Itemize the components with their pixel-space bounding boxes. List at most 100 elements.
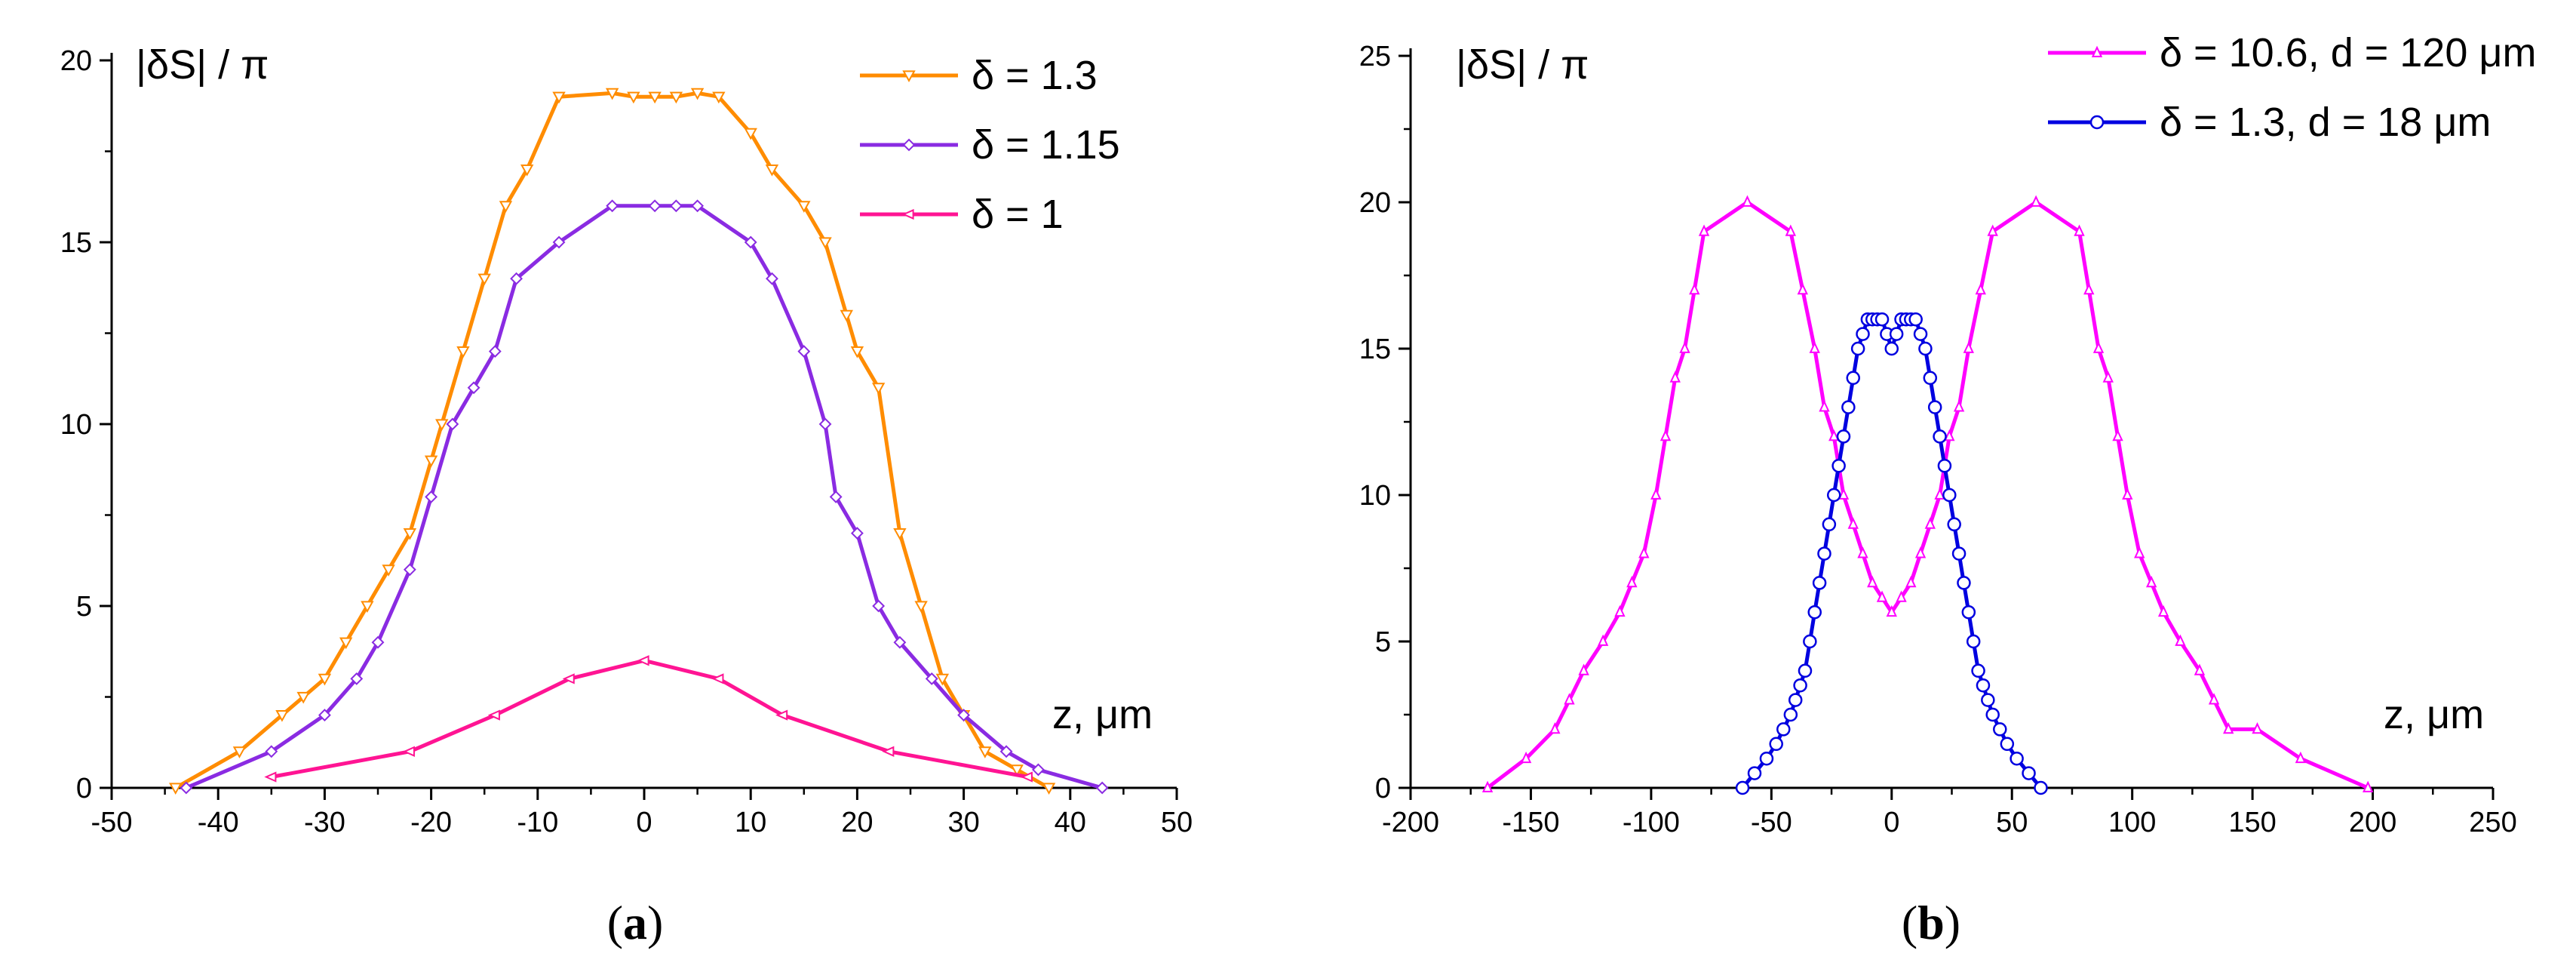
x-tick-label: -10 xyxy=(517,807,558,838)
y-tick-label: 0 xyxy=(76,773,92,804)
series-2 xyxy=(1735,312,2048,795)
data-point xyxy=(2194,663,2206,675)
data-point xyxy=(403,563,416,577)
data-point xyxy=(446,417,459,431)
legend-label: δ = 1.3, d = 18 μm xyxy=(2160,100,2491,145)
data-point xyxy=(275,710,289,722)
data-point xyxy=(339,637,353,650)
panel-caption: (b) xyxy=(1902,896,1960,949)
data-point xyxy=(1867,576,1878,588)
data-point xyxy=(1807,604,1822,620)
data-point xyxy=(2092,341,2105,353)
data-point xyxy=(1669,371,1681,383)
series-2 xyxy=(180,199,1109,795)
caption-paren-close: ) xyxy=(647,896,663,949)
data-point xyxy=(1975,283,1986,295)
data-point xyxy=(456,346,470,358)
data-point xyxy=(2000,737,2015,752)
legend-marker xyxy=(2089,115,2105,130)
x-tick-label: -100 xyxy=(1623,807,1680,838)
legend-entry: δ = 1.3, d = 18 μm xyxy=(2048,100,2491,145)
data-point xyxy=(1817,546,1831,561)
data-point xyxy=(1812,576,1827,590)
data-point xyxy=(1976,678,1991,693)
data-point xyxy=(691,199,705,213)
data-point xyxy=(893,528,907,540)
data-point xyxy=(1679,341,1690,353)
data-point xyxy=(1698,224,1710,236)
data-point xyxy=(562,673,575,684)
data-point xyxy=(1836,429,1851,444)
data-point xyxy=(775,709,788,721)
data-point xyxy=(361,601,374,614)
data-point xyxy=(1788,693,1803,707)
data-point xyxy=(850,346,864,358)
caption-paren-open: ( xyxy=(1902,896,1917,949)
series-3 xyxy=(264,655,1033,783)
x-tick-label: -150 xyxy=(1502,807,1559,838)
data-point xyxy=(1819,400,1830,412)
legend-marker xyxy=(2091,45,2103,57)
x-tick-label: -50 xyxy=(91,807,133,838)
data-point xyxy=(1032,763,1045,777)
data-point xyxy=(1735,780,1750,795)
data-point xyxy=(1597,634,1609,646)
data-point xyxy=(1905,576,1917,588)
data-point xyxy=(1846,371,1861,386)
y-tick-label: 20 xyxy=(60,45,92,77)
data-point xyxy=(1913,327,1928,341)
data-point xyxy=(1838,488,1850,500)
data-point xyxy=(797,201,811,213)
data-point xyxy=(467,381,481,395)
data-point xyxy=(1933,429,1947,444)
data-point xyxy=(382,564,395,577)
y-tick-label: 10 xyxy=(60,409,92,441)
data-point xyxy=(669,199,683,213)
caption-letter: b xyxy=(1917,896,1945,949)
x-tick-label: 150 xyxy=(2228,807,2276,838)
data-point xyxy=(1831,458,1846,473)
legend-label: δ = 10.6, d = 120 μm xyxy=(2160,30,2536,75)
data-point xyxy=(264,771,277,783)
legend-label: δ = 1.15 xyxy=(972,122,1120,168)
data-point xyxy=(2252,722,2263,734)
y-tick-label: 0 xyxy=(1375,773,1391,804)
data-point xyxy=(871,383,886,395)
legend-marker xyxy=(901,208,914,220)
data-point xyxy=(829,490,843,503)
data-point xyxy=(1020,771,1033,783)
data-point xyxy=(1953,400,1965,412)
data-point xyxy=(1850,341,1865,356)
data-point xyxy=(1923,371,1938,386)
data-point xyxy=(1578,663,1589,675)
data-point xyxy=(1951,546,1967,561)
data-point xyxy=(402,746,415,757)
data-point xyxy=(1857,546,1868,558)
data-point xyxy=(2175,634,2186,646)
x-tick-label: -40 xyxy=(198,807,239,838)
data-point xyxy=(1993,722,2007,737)
data-point xyxy=(265,745,278,758)
data-point xyxy=(1650,488,1662,500)
data-point xyxy=(1095,781,1109,795)
x-tick-label: 20 xyxy=(841,807,873,838)
data-point xyxy=(1826,488,1841,503)
data-point xyxy=(2112,429,2123,441)
data-point xyxy=(637,655,649,666)
data-point xyxy=(2022,766,2036,780)
data-point xyxy=(712,91,726,104)
x-tick-label: 40 xyxy=(1055,807,1086,838)
data-point xyxy=(648,91,662,104)
data-point xyxy=(2010,751,2024,766)
data-point xyxy=(1803,634,1817,649)
data-point xyxy=(1776,722,1791,737)
data-point xyxy=(2208,693,2220,705)
data-point xyxy=(1841,400,1856,414)
y-tick-label: 20 xyxy=(1359,187,1391,219)
legend-entry: δ = 10.6, d = 120 μm xyxy=(2048,30,2536,75)
legend-marker xyxy=(902,70,916,83)
data-point xyxy=(1927,400,1942,414)
x-tick-label: -200 xyxy=(1382,807,1439,838)
data-point xyxy=(872,599,886,613)
